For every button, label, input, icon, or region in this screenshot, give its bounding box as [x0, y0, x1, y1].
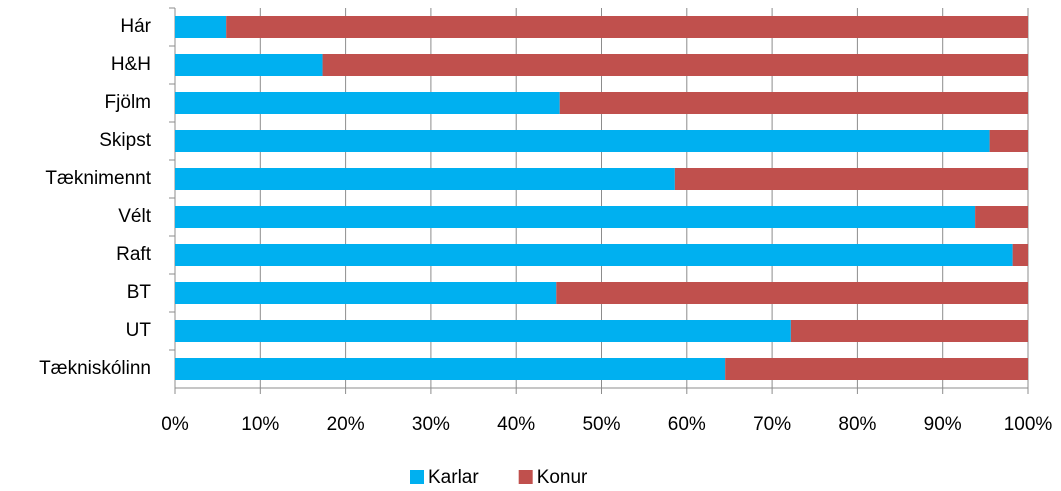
bar-segment	[175, 320, 791, 342]
legend-label: Konur	[537, 467, 588, 488]
bar-segment	[175, 92, 560, 114]
bar-segment	[790, 320, 1028, 342]
bar-segment	[674, 168, 1028, 190]
y-tick-label: Vélt	[118, 206, 151, 227]
bar-segment	[725, 358, 1028, 380]
bar-segment	[175, 244, 1013, 266]
bar-segment	[175, 54, 323, 76]
x-tick-label: 20%	[327, 414, 365, 435]
x-tick-label: 50%	[582, 414, 620, 435]
x-tick-label: 60%	[668, 414, 706, 435]
y-tick-label: Hár	[120, 16, 151, 37]
bar-segment	[175, 168, 675, 190]
x-tick-label: 100%	[1004, 414, 1053, 435]
y-tick-label: UT	[126, 320, 152, 341]
bar-segment	[975, 206, 1028, 228]
bar-segment	[175, 358, 726, 380]
bar-segment	[989, 130, 1028, 152]
bar-segment	[175, 16, 227, 38]
y-tick-label: Tæknimennt	[45, 168, 151, 189]
bar-segment	[175, 206, 976, 228]
bar-segment	[559, 92, 1028, 114]
y-tick-label: H&H	[111, 54, 151, 75]
x-tick-label: 40%	[497, 414, 535, 435]
y-tick-label: Tækniskólinn	[39, 358, 151, 379]
legend-label: Karlar	[428, 467, 479, 488]
x-tick-label: 0%	[161, 414, 189, 435]
bar-segment	[556, 282, 1028, 304]
y-tick-label: Skipst	[99, 130, 151, 151]
x-tick-label: 90%	[924, 414, 962, 435]
bar-segment	[175, 130, 990, 152]
legend-swatch	[410, 470, 424, 484]
y-tick-label: Raft	[116, 244, 152, 265]
bar-segment	[1012, 244, 1028, 266]
y-tick-label: BT	[127, 282, 152, 303]
y-tick-label: Fjölm	[105, 92, 151, 113]
x-tick-label: 80%	[838, 414, 876, 435]
bar-segment	[226, 16, 1028, 38]
bar-segment	[175, 282, 557, 304]
legend-swatch	[518, 470, 533, 484]
x-tick-label: 30%	[412, 414, 450, 435]
x-tick-label: 70%	[753, 414, 791, 435]
x-tick-label: 10%	[241, 414, 279, 435]
bar-segment	[322, 54, 1029, 76]
